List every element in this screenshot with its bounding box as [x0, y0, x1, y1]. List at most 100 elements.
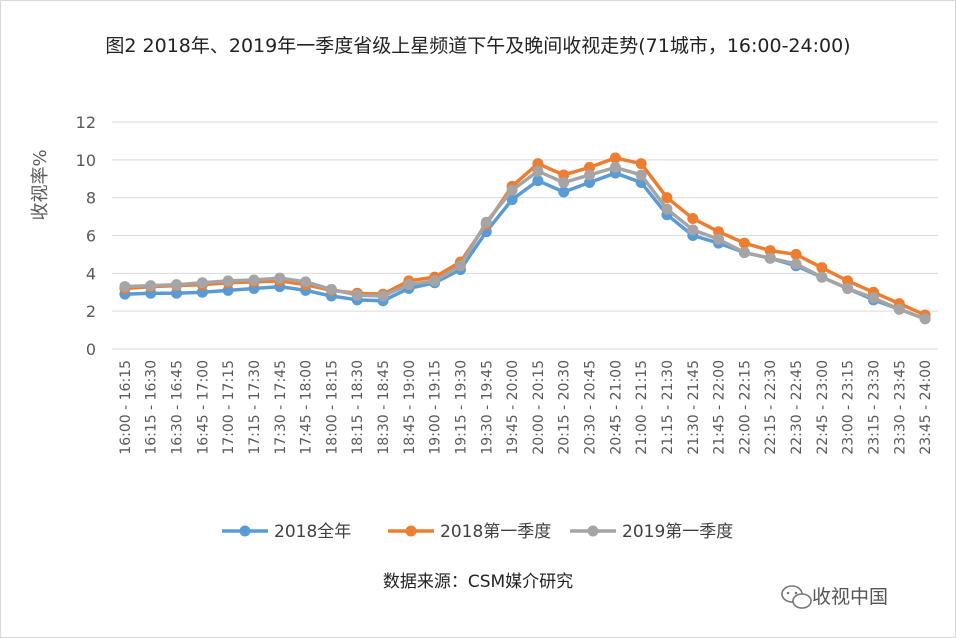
x-tick-label: 18:30 - 18:45	[376, 360, 392, 455]
chart-title: 图2 2018年、2019年一季度省级上星频道下午及晚间收视走势(71城市，16…	[105, 35, 850, 57]
data-point	[893, 303, 905, 315]
x-tick-label: 16:15 - 16:30	[144, 360, 160, 455]
data-point	[764, 245, 776, 257]
data-point	[558, 177, 570, 189]
data-point	[248, 274, 260, 286]
data-point	[790, 248, 802, 260]
y-axis-ticks: 0 2 4 6 8 10 12	[76, 113, 96, 359]
data-point	[842, 282, 854, 294]
x-tick-label: 21:45 - 22:00	[712, 360, 728, 455]
data-point	[532, 158, 544, 170]
data-point	[145, 280, 157, 292]
data-point	[558, 186, 570, 198]
x-tick-label: 18:00 - 18:15	[324, 360, 340, 455]
data-point	[403, 279, 415, 291]
y-tick-label: 0	[86, 340, 96, 359]
x-tick-label: 23:15 - 23:30	[866, 360, 882, 455]
data-point	[867, 292, 879, 304]
data-point	[377, 290, 389, 302]
wechat-icon	[781, 585, 812, 609]
x-tick-label: 20:00 - 20:15	[531, 360, 547, 455]
data-point	[222, 275, 234, 287]
legend-marker	[405, 525, 417, 537]
data-point	[635, 169, 647, 181]
data-point	[816, 271, 828, 283]
series-group	[119, 152, 931, 325]
x-tick-label: 18:15 - 18:30	[350, 360, 366, 455]
x-tick-label: 21:30 - 21:45	[686, 360, 702, 455]
x-tick-label: 19:15 - 19:30	[453, 360, 469, 455]
series-line	[123, 171, 927, 321]
x-tick-label: 21:00 - 21:15	[634, 360, 650, 455]
data-point	[584, 169, 596, 181]
x-tick-label: 16:45 - 17:00	[195, 360, 211, 455]
data-point	[171, 287, 183, 299]
y-tick-label: 10	[76, 151, 96, 170]
x-tick-label: 16:00 - 16:15	[118, 360, 134, 455]
x-tick-label: 17:00 - 17:15	[221, 360, 237, 455]
source-note: 数据来源：CSM媒介研究	[383, 572, 573, 592]
x-tick-label: 17:30 - 17:45	[273, 360, 289, 455]
data-point	[687, 224, 699, 236]
data-point	[480, 216, 492, 228]
legend-item: 2018全年	[222, 522, 351, 542]
data-point	[196, 286, 208, 298]
data-point	[609, 161, 621, 173]
data-point	[661, 203, 673, 215]
x-tick-label: 20:30 - 20:45	[583, 360, 599, 455]
legend-marker	[587, 525, 599, 537]
data-point	[429, 275, 441, 287]
x-tick-label: 19:30 - 19:45	[479, 360, 495, 455]
x-tick-label: 22:45 - 23:00	[815, 360, 831, 455]
data-point	[738, 247, 750, 259]
x-tick-label: 18:45 - 19:00	[402, 360, 418, 455]
watermark-text: 收视中国	[812, 586, 888, 608]
data-point	[532, 165, 544, 177]
data-point	[222, 284, 234, 296]
x-tick-label: 16:30 - 16:45	[170, 360, 186, 455]
data-point	[351, 289, 363, 301]
x-tick-label: 17:45 - 18:00	[299, 360, 315, 455]
x-tick-label: 23:00 - 23:15	[841, 360, 857, 455]
data-point	[325, 283, 337, 295]
data-point	[171, 279, 183, 291]
x-tick-label: 19:00 - 19:15	[428, 360, 444, 455]
data-point	[506, 184, 518, 196]
data-point	[842, 275, 854, 287]
series-2	[119, 152, 931, 321]
data-point	[274, 272, 286, 284]
legend-item: 2018第一季度	[388, 522, 551, 542]
x-tick-label: 20:15 - 20:30	[557, 360, 573, 455]
y-tick-label: 12	[76, 113, 96, 132]
y-axis-label: 收视率%	[30, 149, 51, 220]
data-point	[738, 237, 750, 249]
data-point	[764, 252, 776, 264]
y-tick-label: 2	[86, 302, 96, 321]
data-point	[713, 233, 725, 245]
legend-marker	[239, 525, 251, 537]
watermark: 收视中国	[781, 585, 888, 609]
y-tick-label: 6	[86, 227, 96, 246]
data-point	[713, 226, 725, 238]
x-tick-label: 21:15 - 21:30	[660, 360, 676, 455]
legend: 2018全年 2018第一季度 2019第一季度	[222, 522, 733, 542]
x-tick-label: 17:15 - 17:30	[247, 360, 263, 455]
series-3	[119, 161, 931, 325]
data-point	[300, 276, 312, 288]
data-point	[661, 192, 673, 204]
data-point	[609, 152, 621, 164]
y-tick-label: 8	[86, 189, 96, 208]
data-point	[687, 212, 699, 224]
data-point	[558, 169, 570, 181]
x-tick-label: 22:30 - 22:45	[789, 360, 805, 455]
data-point	[119, 281, 131, 293]
data-point	[584, 161, 596, 173]
x-tick-label: 19:45 - 20:00	[505, 360, 521, 455]
series-1	[119, 167, 931, 325]
legend-item: 2019第一季度	[570, 522, 733, 542]
x-tick-label: 20:45 - 21:00	[608, 360, 624, 455]
data-point	[816, 262, 828, 274]
legend-label: 2018全年	[274, 522, 351, 542]
data-point	[919, 313, 931, 325]
